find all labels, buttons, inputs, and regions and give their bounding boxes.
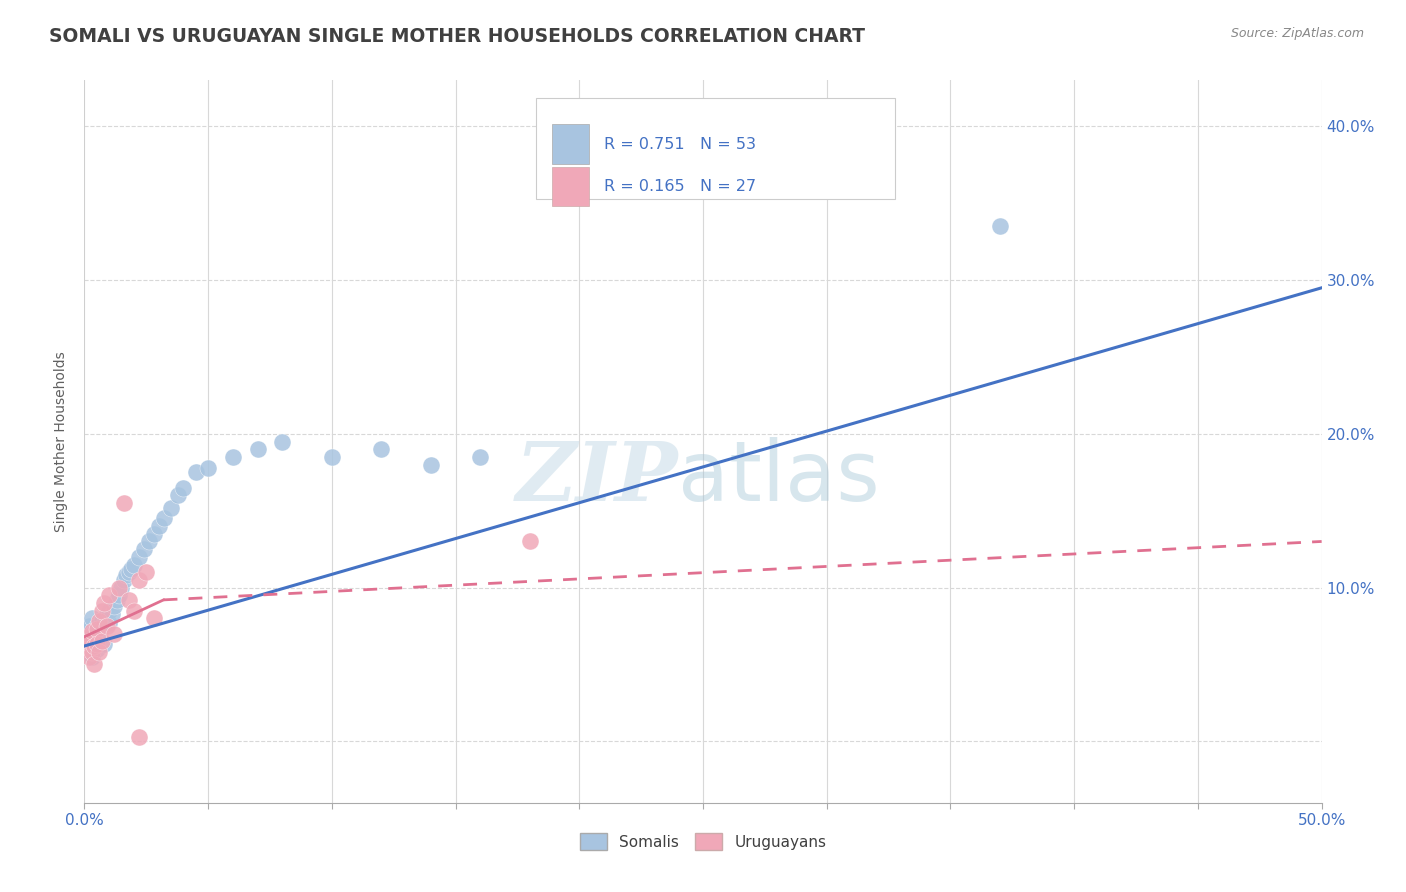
Point xyxy=(419,458,441,472)
Text: R = 0.751   N = 53: R = 0.751 N = 53 xyxy=(605,136,756,152)
Point xyxy=(83,636,105,650)
Point xyxy=(120,562,142,576)
Point xyxy=(86,630,108,644)
Point xyxy=(98,588,121,602)
Point xyxy=(132,542,155,557)
Point xyxy=(370,442,392,457)
Point xyxy=(83,625,105,640)
Point xyxy=(79,619,101,633)
Point xyxy=(80,626,103,640)
Point xyxy=(89,615,111,629)
Point xyxy=(96,615,118,629)
Point xyxy=(83,657,105,672)
Point xyxy=(89,645,111,659)
Point xyxy=(76,642,98,657)
Point xyxy=(90,604,112,618)
Point xyxy=(142,611,165,625)
Point xyxy=(135,565,157,579)
Point xyxy=(93,596,115,610)
Point xyxy=(96,608,118,623)
Point xyxy=(172,481,194,495)
Point xyxy=(103,599,125,613)
Point xyxy=(90,634,112,648)
Point xyxy=(988,219,1011,234)
Point xyxy=(96,619,118,633)
Point xyxy=(112,573,135,587)
Point xyxy=(86,622,108,636)
Point xyxy=(80,624,103,638)
Point xyxy=(79,634,101,648)
Point xyxy=(83,639,105,653)
Point xyxy=(118,593,141,607)
Point xyxy=(93,637,115,651)
Point xyxy=(86,642,108,657)
Point xyxy=(246,442,269,457)
Point xyxy=(100,607,122,621)
Y-axis label: Single Mother Households: Single Mother Households xyxy=(55,351,69,532)
Point xyxy=(103,626,125,640)
Point xyxy=(79,645,101,659)
Point xyxy=(89,632,111,647)
Point xyxy=(138,534,160,549)
Text: Source: ZipAtlas.com: Source: ZipAtlas.com xyxy=(1230,27,1364,40)
FancyBboxPatch shape xyxy=(553,167,589,206)
Point xyxy=(76,630,98,644)
Point xyxy=(167,488,190,502)
Point xyxy=(197,460,219,475)
Point xyxy=(184,465,207,479)
Point xyxy=(105,593,128,607)
Point xyxy=(89,622,111,636)
Point xyxy=(142,526,165,541)
Text: R = 0.165   N = 27: R = 0.165 N = 27 xyxy=(605,179,756,194)
Point xyxy=(108,581,131,595)
Point xyxy=(128,549,150,564)
FancyBboxPatch shape xyxy=(536,98,894,200)
Point xyxy=(86,619,108,633)
Text: atlas: atlas xyxy=(678,437,880,518)
Point xyxy=(152,511,174,525)
Point xyxy=(98,604,121,618)
Point xyxy=(122,558,145,572)
Point xyxy=(271,434,294,449)
Point xyxy=(108,588,131,602)
Point xyxy=(76,630,98,644)
Text: SOMALI VS URUGUAYAN SINGLE MOTHER HOUSEHOLDS CORRELATION CHART: SOMALI VS URUGUAYAN SINGLE MOTHER HOUSEH… xyxy=(49,27,865,45)
Point xyxy=(80,639,103,653)
Point xyxy=(86,637,108,651)
Point xyxy=(118,565,141,579)
Point xyxy=(80,611,103,625)
Point xyxy=(122,604,145,618)
Point xyxy=(98,615,121,630)
Point xyxy=(115,568,138,582)
Point xyxy=(148,519,170,533)
FancyBboxPatch shape xyxy=(553,124,589,164)
Legend: Somalis, Uruguayans: Somalis, Uruguayans xyxy=(574,827,832,856)
Point xyxy=(160,500,183,515)
Point xyxy=(90,621,112,635)
Point xyxy=(79,634,101,648)
Point xyxy=(90,613,112,627)
Point xyxy=(80,645,103,659)
Point xyxy=(79,649,101,664)
Point xyxy=(128,730,150,744)
Point xyxy=(76,624,98,638)
Point xyxy=(93,617,115,632)
Point xyxy=(470,450,492,464)
Point xyxy=(112,496,135,510)
Point xyxy=(222,450,245,464)
Text: ZIP: ZIP xyxy=(516,438,678,517)
Point xyxy=(110,581,132,595)
Point xyxy=(80,649,103,664)
Point xyxy=(128,573,150,587)
Point xyxy=(519,534,541,549)
Point xyxy=(321,450,343,464)
